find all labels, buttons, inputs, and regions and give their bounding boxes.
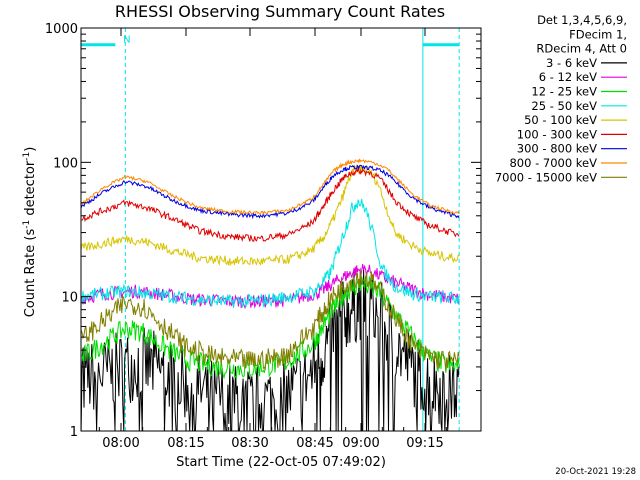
y-tick-label-0: 1 (70, 425, 78, 440)
legend: Det 1,3,4,5,6,9,FDecim 1,RDecim 4, Att 0… (495, 13, 627, 184)
series-line-7 (81, 158, 460, 216)
x-tick-label-1: 08:15 (167, 436, 204, 451)
legend-label-3: 25 - 50 keV (531, 99, 597, 113)
y-tick-label-3: 1000 (45, 22, 78, 37)
y-axis: 1 10 100 1000 (45, 22, 481, 440)
annotation-label-1: N (123, 34, 130, 45)
x-axis: 08:00 08:15 08:30 08:45 09:00 09:15 (98, 28, 447, 451)
legend-label-4: 50 - 100 keV (524, 113, 597, 127)
series-line-5 (81, 166, 460, 243)
series-line-6 (81, 164, 460, 220)
x-tick-label-3: 08:45 (296, 436, 333, 451)
x-tick-label-4: 09:00 (342, 436, 379, 451)
legend-header-2: RDecim 4, Att 0 (536, 42, 627, 56)
legend-label-1: 6 - 12 keV (539, 70, 597, 84)
annotation-layer: N (81, 28, 460, 431)
chart-title: RHESSI Observing Summary Count Rates (115, 2, 445, 21)
y-tick-label-1: 10 (61, 291, 78, 306)
plot-frame (80, 27, 482, 432)
x-tick-label-2: 08:30 (231, 436, 268, 451)
x-tick-label-5: 09:15 (406, 436, 443, 451)
y-axis-label: Count Rate (s-1 detector-1) (22, 147, 38, 318)
legend-header-0: Det 1,3,4,5,6,9, (537, 13, 627, 27)
legend-label-2: 12 - 25 keV (531, 85, 597, 99)
series-line-0 (81, 268, 460, 431)
legend-label-6: 300 - 800 keV (517, 142, 597, 156)
series-line-3 (81, 198, 460, 309)
footer-timestamp: 20-Oct-2021 19:28 (555, 467, 636, 477)
legend-header-1: FDecim 1, (569, 27, 627, 41)
legend-label-8: 7000 - 15000 keV (495, 170, 597, 184)
x-axis-label: Start Time (22-Oct-05 07:49:02) (176, 455, 386, 470)
legend-label-5: 100 - 300 keV (517, 127, 597, 141)
series-layer (81, 158, 460, 431)
x-tick-label-0: 08:00 (102, 436, 139, 451)
series-line-4 (81, 164, 460, 267)
legend-label-0: 3 - 6 keV (546, 56, 597, 70)
y-tick-label-2: 100 (53, 156, 78, 171)
series-line-8 (81, 270, 460, 371)
legend-label-7: 800 - 7000 keV (509, 156, 597, 170)
